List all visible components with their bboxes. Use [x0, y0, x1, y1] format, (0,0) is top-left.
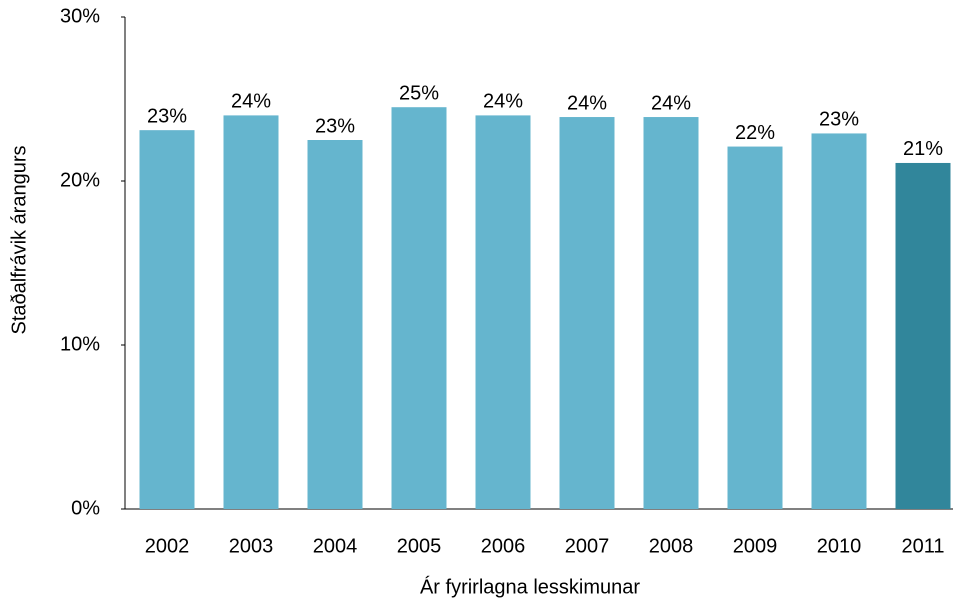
value-label: 23%: [315, 115, 355, 137]
value-label: 23%: [819, 109, 859, 131]
y-tick-label: 30%: [60, 5, 100, 27]
value-label: 24%: [231, 91, 271, 113]
bar: [391, 107, 447, 509]
x-tick-label: 2010: [817, 535, 862, 557]
value-label: 24%: [651, 92, 691, 114]
value-label: 23%: [147, 105, 187, 127]
x-tick-label: 2007: [565, 535, 610, 557]
x-tick-label: 2011: [901, 535, 944, 557]
x-tick-label: 2009: [733, 535, 778, 557]
bar: [139, 130, 195, 509]
x-tick-label: 2008: [649, 535, 694, 557]
y-axis-title: Staðalfrávik árangurs: [8, 146, 30, 335]
x-tick-label: 2005: [397, 535, 442, 557]
bar: [727, 146, 783, 509]
x-tick-label: 2006: [481, 535, 526, 557]
value-label: 21%: [903, 138, 943, 160]
bar: [895, 162, 951, 509]
value-label: 22%: [735, 122, 775, 144]
y-tick-label: 10%: [60, 333, 100, 355]
value-label: 25%: [399, 82, 439, 104]
x-tick-label: 2004: [313, 535, 358, 557]
value-label: 24%: [483, 91, 523, 113]
bar: [307, 140, 363, 509]
value-label: 24%: [567, 92, 607, 114]
bar: [223, 115, 279, 510]
bar: [811, 133, 867, 509]
bar: [475, 115, 531, 510]
x-tick-label: 2003: [229, 535, 274, 557]
bar: [559, 117, 615, 509]
bar: [643, 117, 699, 509]
y-tick-label: 0%: [71, 497, 100, 519]
x-axis-title: Ár fyrirlagna lesskimunar: [420, 575, 640, 598]
x-tick-label: 2002: [145, 535, 190, 557]
y-tick-label: 20%: [60, 169, 100, 191]
